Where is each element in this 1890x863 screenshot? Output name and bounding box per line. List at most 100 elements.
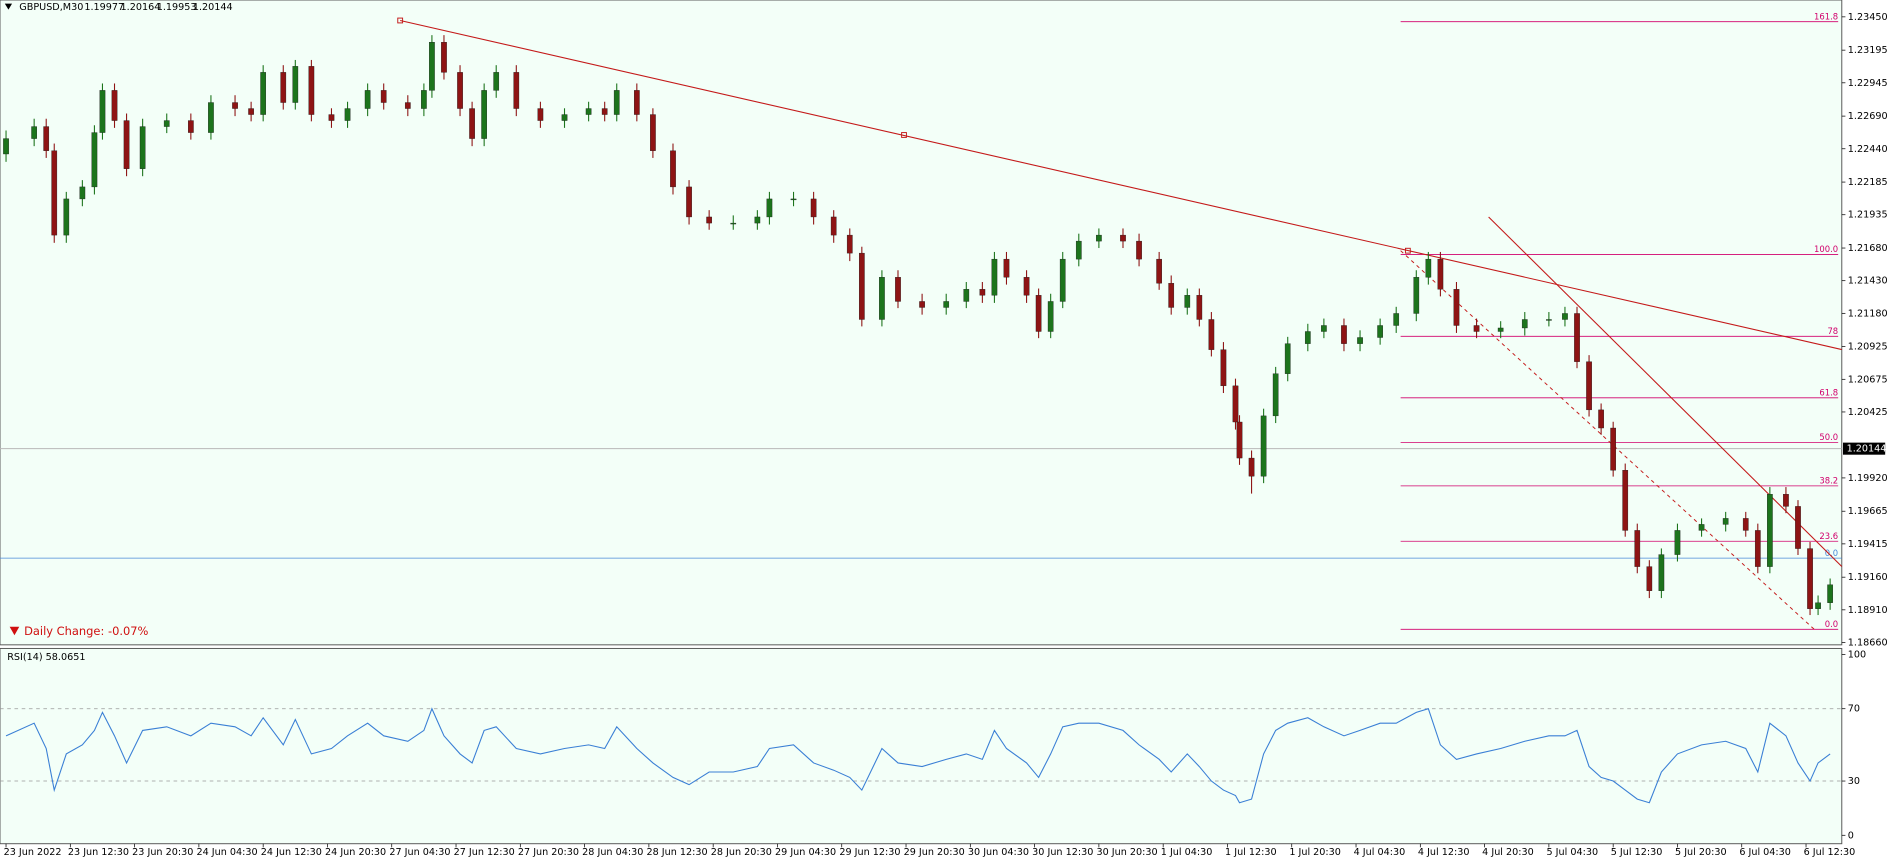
symbol: GBPUSD,M30 [19,2,83,13]
y-tick-label: 1.19160 [1848,572,1888,583]
candle-body [421,90,427,109]
ohlc-high: 1.20164 [121,2,161,13]
candle-body [1341,325,1347,344]
x-tick-label: 24 Jun 20:30 [325,847,386,858]
candle-body [99,90,106,133]
candle-body [513,72,520,109]
change-arrow [9,626,20,636]
rsi-line [5,707,1831,804]
blue-level-label: 0.0 [1825,548,1838,558]
candle-body [232,102,238,109]
ohlc-close: 1.20144 [193,2,233,13]
candle-body [248,108,254,115]
candle-body [123,120,130,169]
candle-body [1658,554,1665,591]
x-tick-label: 1 Jul 12:30 [1225,847,1277,858]
candle-body [163,120,170,127]
candle-body [1120,234,1126,242]
candle-body [1377,325,1383,338]
y-tick-label: 1.21180 [1848,308,1888,319]
y-tick-label: 1.22945 [1848,78,1888,89]
candle-body [63,198,70,236]
fib-label: 100.0 [1814,244,1838,254]
x-tick-label: 24 Jun 12:30 [261,847,322,858]
candle-body [308,66,315,115]
candle-body [1136,240,1142,260]
rsi-tick-label: 100 [1848,649,1866,660]
anchor [901,132,907,138]
daily-change: Daily Change: -0.07% [24,624,148,638]
candle-body [1807,548,1813,609]
candle-body [91,132,98,188]
x-tick-label: 6 Jul 12:30 [1804,847,1856,858]
x-tick-label: 29 Jun 20:30 [904,847,965,858]
y-tick-label: 1.22440 [1848,144,1888,155]
y-tick-label: 1.19415 [1848,539,1888,550]
candle-body [328,114,335,121]
candle-body [613,90,620,115]
rsi-tick-label: 30 [1848,776,1860,787]
x-tick-label: 4 Jul 20:30 [1482,847,1534,858]
candle-body [139,126,146,169]
current-price-tag [1842,442,1886,455]
candle-body [601,108,608,115]
candle-body [1023,277,1030,296]
candle-body [43,126,50,151]
candle-body [670,150,676,188]
candle-body [404,102,411,109]
y-tick-label: 1.23450 [1848,12,1888,23]
candle-body [1260,415,1267,477]
fib-label: 78 [1827,326,1838,336]
x-tick-label: 28 Jun 04:30 [582,847,643,858]
x-tick-label: 29 Jun 12:30 [839,847,900,858]
candle-body [1357,337,1363,344]
candle-body [879,277,885,320]
candle-body [963,289,970,302]
x-tick-label: 5 Jul 04:30 [1546,847,1598,858]
candle-body [1598,409,1604,429]
candle-body [1754,530,1761,567]
candle-body [1497,327,1504,332]
candle-body [31,126,37,139]
candle-body [1059,258,1066,302]
candle-body [1220,349,1227,387]
candle-body [561,114,568,121]
candle-body [1304,331,1311,344]
candle-body [1284,343,1291,374]
candle-body [364,90,371,109]
candle-body [280,72,287,103]
candle-body [469,108,475,139]
candle-body [1795,506,1801,549]
x-tick-label: 24 Jun 04:30 [196,847,257,858]
candle-body [441,42,447,73]
candle-body [1473,325,1480,332]
candle-body [344,108,351,121]
candle-body [991,258,998,296]
x-tick-label: 30 Jun 12:30 [1032,847,1093,858]
x-tick-label: 30 Jun 20:30 [1096,847,1157,858]
x-tick-label: 29 Jun 04:30 [775,847,836,858]
rsi-panel [0,647,1843,845]
candle-body [1622,470,1629,531]
candle-body [706,216,712,224]
x-tick-label: 6 Jul 04:30 [1739,847,1791,858]
candle-body [1521,319,1528,329]
candle-body [790,198,797,201]
candle-body [3,138,9,155]
candle-body [1184,295,1191,308]
rsi-label: RSI(14) 58.0651 [7,652,85,663]
candle-body [1272,373,1279,417]
candle-body [650,114,656,151]
y-tick-label: 1.18660 [1848,637,1888,648]
candle-body [919,301,925,308]
anchor [1404,247,1411,254]
candle-body [1003,258,1010,278]
x-tick-label: 27 Jun 12:30 [454,847,515,858]
x-tick-label: 30 Jun 04:30 [968,847,1029,858]
current-price-label: 1.20144 [1847,444,1887,455]
candle-body [1075,240,1082,260]
candle-body [1722,518,1729,525]
x-tick-label: 4 Jul 12:30 [1418,847,1470,858]
candle-body [111,90,118,121]
